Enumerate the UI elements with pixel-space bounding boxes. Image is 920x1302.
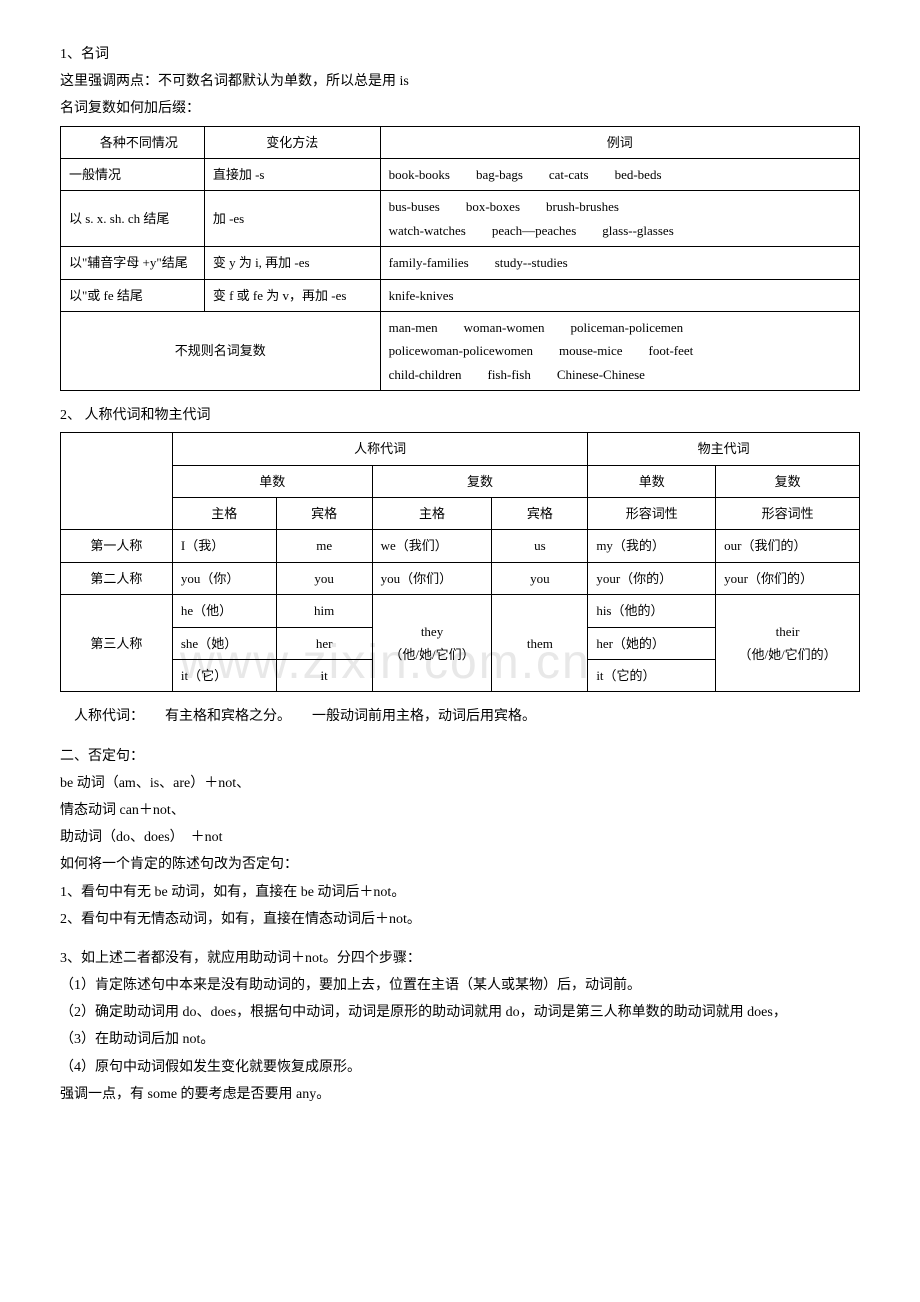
table-row: 第一人称 I（我） me we（我们） us my（我的） our（我们的）: [61, 530, 860, 562]
table-header: 人称代词: [172, 433, 587, 465]
table-cell: knife-knives: [380, 279, 859, 311]
table-cell: book-books bag-bags cat-cats bed-beds: [380, 158, 859, 190]
table-row: 第二人称 you（你） you you（你们） you your（你的） you…: [61, 562, 860, 594]
table-cell: your（你的）: [588, 562, 716, 594]
table-row: 不规则名词复数 man-men woman-women policeman-po…: [61, 311, 860, 390]
section3-line: 3、如上述二者都没有，就应用助动词＋not。分四个步骤：: [60, 946, 860, 971]
section1-line1: 这里强调两点：不可数名词都默认为单数，所以总是用 is: [60, 69, 860, 94]
table-cell: it（它的）: [588, 660, 716, 692]
table-cell: bus-buses box-boxes brush-brushes watch-…: [380, 191, 859, 247]
table-header: 物主代词: [588, 433, 860, 465]
section1-heading: 1、名词: [60, 42, 860, 67]
table-header: 主格: [372, 498, 492, 530]
table-cell: you: [492, 562, 588, 594]
table-cell: 以 s. x. sh. ch 结尾: [61, 191, 205, 247]
section3-line: （4）原句中动词假如发生变化就要恢复成原形。: [60, 1055, 860, 1080]
table-row: 人称代词 物主代词: [61, 433, 860, 465]
table-header: 形容词性: [716, 498, 860, 530]
table-cell: 第一人称: [61, 530, 173, 562]
table-row: 以"辅音字母 +y"结尾 变 y 为 i, 再加 -es family-fami…: [61, 247, 860, 279]
section3-line: 强调一点，有 some 的要考虑是否要用 any。: [60, 1082, 860, 1107]
table-cell: we（我们）: [372, 530, 492, 562]
table-cell: it: [276, 660, 372, 692]
table-row: 以 s. x. sh. ch 结尾 加 -es bus-buses box-bo…: [61, 191, 860, 247]
table-cell: us: [492, 530, 588, 562]
table-header: 例词: [380, 126, 859, 158]
table-cell: I（我）: [172, 530, 276, 562]
table-cell: 第三人称: [61, 595, 173, 692]
table-header: 各种不同情况: [61, 126, 205, 158]
table-cell: 直接加 -s: [204, 158, 380, 190]
section3-heading: 二、否定句：: [60, 744, 860, 769]
table-cell: her（她的）: [588, 627, 716, 659]
table-row: 一般情况 直接加 -s book-books bag-bags cat-cats…: [61, 158, 860, 190]
section1-line2: 名词复数如何加后缀：: [60, 96, 860, 121]
pronoun-table: 人称代词 物主代词 单数 复数 单数 复数 主格 宾格 主格 宾格 形容词性 形…: [60, 432, 860, 692]
section3-line: 1、看句中有无 be 动词，如有，直接在 be 动词后＋not。: [60, 880, 860, 905]
table-header: 复数: [716, 465, 860, 497]
section3-line: 情态动词 can＋not、: [60, 798, 860, 823]
section3-line: （3）在助动词后加 not。: [60, 1027, 860, 1052]
table-cell: you: [276, 562, 372, 594]
table-cell: my（我的）: [588, 530, 716, 562]
table-cell: it（它）: [172, 660, 276, 692]
table-header: 复数: [372, 465, 588, 497]
table-cell: 以"或 fe 结尾: [61, 279, 205, 311]
table-cell: our（我们的）: [716, 530, 860, 562]
table-cell: his（他的）: [588, 595, 716, 627]
noun-plural-table: 各种不同情况 变化方法 例词 一般情况 直接加 -s book-books ba…: [60, 126, 860, 392]
table-cell: her: [276, 627, 372, 659]
section2-heading: 2、 人称代词和物主代词: [60, 403, 860, 428]
table-cell: 变 y 为 i, 再加 -es: [204, 247, 380, 279]
table-row: 以"或 fe 结尾 变 f 或 fe 为 v，再加 -es knife-kniv…: [61, 279, 860, 311]
section3-line: 助动词（do、does） ＋not: [60, 825, 860, 850]
table-cell: she（她）: [172, 627, 276, 659]
section3-line: （1）肯定陈述句中本来是没有助动词的，要加上去，位置在主语（某人或某物）后，动词…: [60, 973, 860, 998]
table-header: 主格: [172, 498, 276, 530]
table-row: 单数 复数 单数 复数: [61, 465, 860, 497]
table-cell: [61, 433, 173, 530]
table-header: 单数: [588, 465, 716, 497]
table-cell: family-families study--studies: [380, 247, 859, 279]
table-header: 形容词性: [588, 498, 716, 530]
table-cell: them: [492, 595, 588, 692]
section3-line: （2）确定助动词用 do、does，根据句中动词，动词是原形的助动词就用 do，…: [60, 1000, 860, 1025]
table-cell: 加 -es: [204, 191, 380, 247]
section3-line: 如何将一个肯定的陈述句改为否定句：: [60, 852, 860, 877]
table-cell: man-men woman-women policeman-policemen …: [380, 311, 859, 390]
table-row: 第三人称 he（他） him they （他/她/它们） them his（他的…: [61, 595, 860, 627]
table-header: 宾格: [492, 498, 588, 530]
pronoun-note: 人称代词： 有主格和宾格之分。 一般动词前用主格，动词后用宾格。: [60, 704, 860, 729]
table-cell: you（你）: [172, 562, 276, 594]
table-cell: they （他/她/它们）: [372, 595, 492, 692]
table-cell: you（你们）: [372, 562, 492, 594]
table-cell: 第二人称: [61, 562, 173, 594]
section3-line: be 动词（am、is、are）＋not、: [60, 771, 860, 796]
table-cell: 一般情况: [61, 158, 205, 190]
table-header: 变化方法: [204, 126, 380, 158]
section3-line: 2、看句中有无情态动词，如有，直接在情态动词后＋not。: [60, 907, 860, 932]
table-cell: 变 f 或 fe 为 v，再加 -es: [204, 279, 380, 311]
table-row: 主格 宾格 主格 宾格 形容词性 形容词性: [61, 498, 860, 530]
table-header: 宾格: [276, 498, 372, 530]
table-cell: he（他）: [172, 595, 276, 627]
table-cell: me: [276, 530, 372, 562]
table-cell: their （他/她/它们的）: [716, 595, 860, 692]
table-row: 各种不同情况 变化方法 例词: [61, 126, 860, 158]
table-cell: 不规则名词复数: [61, 311, 381, 390]
table-header: 单数: [172, 465, 372, 497]
table-cell: 以"辅音字母 +y"结尾: [61, 247, 205, 279]
table-cell: him: [276, 595, 372, 627]
table-cell: your（你们的）: [716, 562, 860, 594]
